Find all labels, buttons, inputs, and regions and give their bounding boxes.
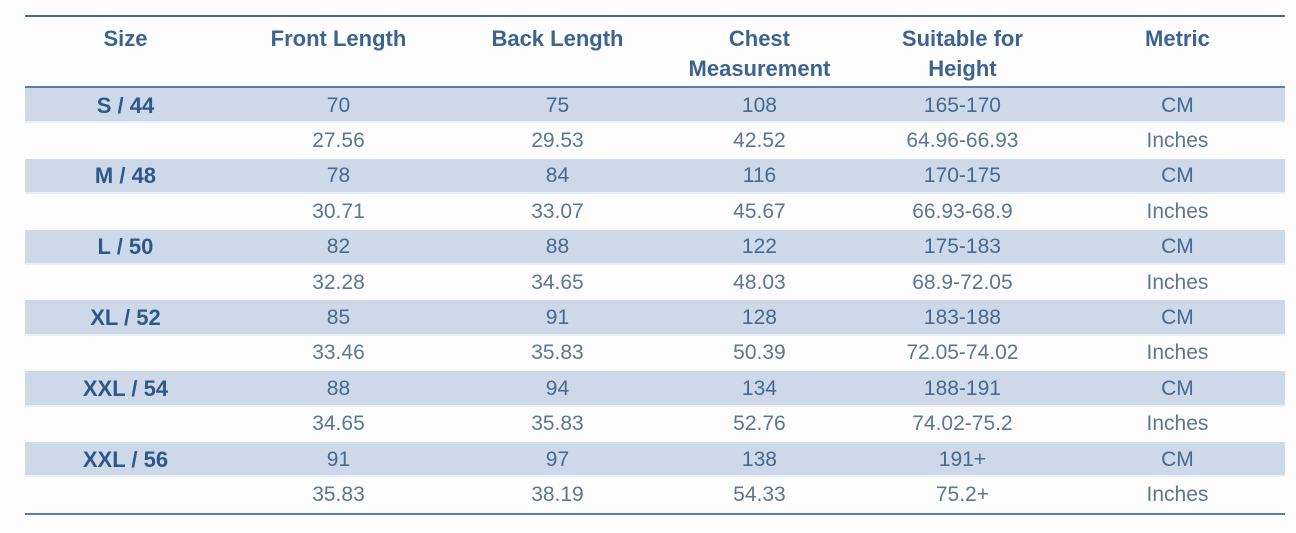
cell-front-length: 70 (326, 93, 351, 117)
column-header-size: Size (25, 24, 226, 54)
cell-back-length: 94 (545, 376, 570, 400)
table-row: L / 50 82 88 122 175-183 CM (25, 229, 1285, 265)
cell-front-length: 34.65 (312, 412, 365, 436)
table-header-row: Size Front Length Back Length Chest Meas… (25, 17, 1285, 88)
cell-front-length: 78 (326, 164, 351, 188)
cell-front-length: 35.83 (312, 482, 365, 506)
cell-front-length: 85 (326, 306, 351, 330)
table-row: XXL / 56 91 97 138 191+ CM (25, 441, 1285, 478)
cell-size: M / 48 (94, 163, 157, 189)
cell-chest-measurement: 50.39 (733, 341, 786, 365)
cell-suitable-height: 68.9-72.05 (912, 270, 1013, 294)
column-header-front-length-label: Front Length (270, 26, 407, 51)
cell-chest-measurement: 116 (742, 164, 777, 188)
cell-chest-measurement: 54.33 (733, 482, 786, 506)
cell-suitable-height: 72.05-74.02 (906, 341, 1019, 365)
table-row: 35.83 38.19 54.33 75.2+ Inches (25, 477, 1285, 513)
table-row: M / 48 78 84 116 170-175 CM (25, 158, 1285, 195)
table-row: 33.46 35.83 50.39 72.05-74.02 Inches (25, 335, 1285, 372)
cell-metric: CM (1161, 447, 1194, 471)
column-header-metric-label: Metric (1145, 26, 1210, 51)
cell-back-length: 97 (545, 447, 570, 471)
cell-back-length: 75 (545, 93, 570, 117)
cell-back-length: 91 (545, 306, 570, 330)
column-header-metric: Metric (1070, 24, 1285, 54)
cell-back-length: 35.83 (531, 341, 584, 365)
table-row: XXL / 54 88 94 134 188-191 CM (25, 371, 1285, 407)
cell-back-length: 29.53 (531, 129, 584, 153)
cell-front-length: 32.28 (312, 270, 365, 294)
cell-back-length: 38.19 (531, 482, 584, 506)
cell-suitable-height: 183-188 (923, 306, 1001, 330)
cell-metric: CM (1161, 306, 1194, 330)
cell-front-length: 33.46 (312, 341, 365, 365)
cell-chest-measurement: 122 (741, 235, 777, 259)
cell-suitable-height: 191+ (938, 447, 987, 471)
table-row: 30.71 33.07 45.67 66.93-68.9 Inches (25, 194, 1285, 230)
cell-metric: CM (1161, 93, 1194, 117)
cell-chest-measurement: 45.67 (733, 199, 786, 223)
cell-back-length: 84 (545, 164, 570, 188)
table-row: S / 44 70 75 108 165-170 CM (25, 88, 1285, 124)
cell-suitable-height: 66.93-68.9 (912, 199, 1013, 223)
cell-suitable-height: 64.96-66.93 (906, 129, 1019, 153)
cell-metric: Inches (1146, 129, 1209, 153)
column-header-front-length: Front Length (226, 24, 451, 54)
size-chart-table: Size Front Length Back Length Chest Meas… (25, 15, 1285, 515)
cell-chest-measurement: 48.03 (733, 270, 786, 294)
column-header-suitable-height-label: Suitable for Height (901, 26, 1023, 81)
cell-size: XXL / 54 (82, 375, 169, 401)
cell-front-length: 27.56 (312, 129, 365, 153)
cell-back-length: 88 (545, 235, 570, 259)
column-header-chest-measurement: Chest Measurement (664, 24, 855, 83)
cell-metric: Inches (1146, 341, 1209, 365)
table-row: 34.65 35.83 52.76 74.02-75.2 Inches (25, 406, 1285, 442)
cell-front-length: 88 (326, 376, 351, 400)
cell-metric: Inches (1146, 482, 1209, 506)
table-body: S / 44 70 75 108 165-170 CM 27.56 29.53 … (25, 88, 1285, 513)
cell-back-length: 34.65 (531, 270, 584, 294)
table-row: XL / 52 85 91 128 183-188 CM (25, 300, 1285, 336)
cell-back-length: 35.83 (531, 412, 584, 436)
column-header-suitable-height: Suitable for Height (855, 24, 1070, 83)
column-header-size-label: Size (103, 26, 148, 51)
cell-front-length: 91 (326, 447, 351, 471)
cell-front-length: 82 (326, 235, 351, 259)
cell-size: S / 44 (96, 92, 155, 118)
cell-metric: Inches (1146, 199, 1209, 223)
cell-chest-measurement: 52.76 (733, 412, 786, 436)
cell-chest-measurement: 42.52 (733, 129, 786, 153)
cell-front-length: 30.71 (312, 199, 365, 223)
cell-chest-measurement: 108 (741, 93, 777, 117)
cell-metric: CM (1161, 164, 1194, 188)
column-header-back-length: Back Length (451, 24, 664, 54)
cell-metric: CM (1161, 235, 1194, 259)
cell-suitable-height: 165-170 (923, 93, 1001, 117)
cell-suitable-height: 170-175 (923, 164, 1001, 188)
column-header-chest-measurement-label: Chest Measurement (688, 26, 831, 81)
cell-suitable-height: 188-191 (923, 376, 1001, 400)
cell-suitable-height: 74.02-75.2 (912, 412, 1013, 436)
cell-size: XL / 52 (90, 305, 161, 331)
cell-metric: Inches (1146, 412, 1209, 436)
cell-chest-measurement: 134 (741, 376, 777, 400)
cell-chest-measurement: 128 (741, 306, 777, 330)
cell-suitable-height: 75.2+ (935, 482, 989, 506)
column-header-back-length-label: Back Length (491, 26, 624, 51)
cell-suitable-height: 175-183 (923, 235, 1001, 259)
table-row: 32.28 34.65 48.03 68.9-72.05 Inches (25, 264, 1285, 301)
cell-chest-measurement: 138 (741, 447, 777, 471)
cell-metric: CM (1161, 376, 1194, 400)
cell-size: L / 50 (97, 234, 154, 260)
table-row: 27.56 29.53 42.52 64.96-66.93 Inches (25, 123, 1285, 159)
cell-metric: Inches (1146, 270, 1209, 294)
cell-back-length: 33.07 (531, 199, 584, 223)
cell-size: XXL / 56 (82, 446, 169, 472)
